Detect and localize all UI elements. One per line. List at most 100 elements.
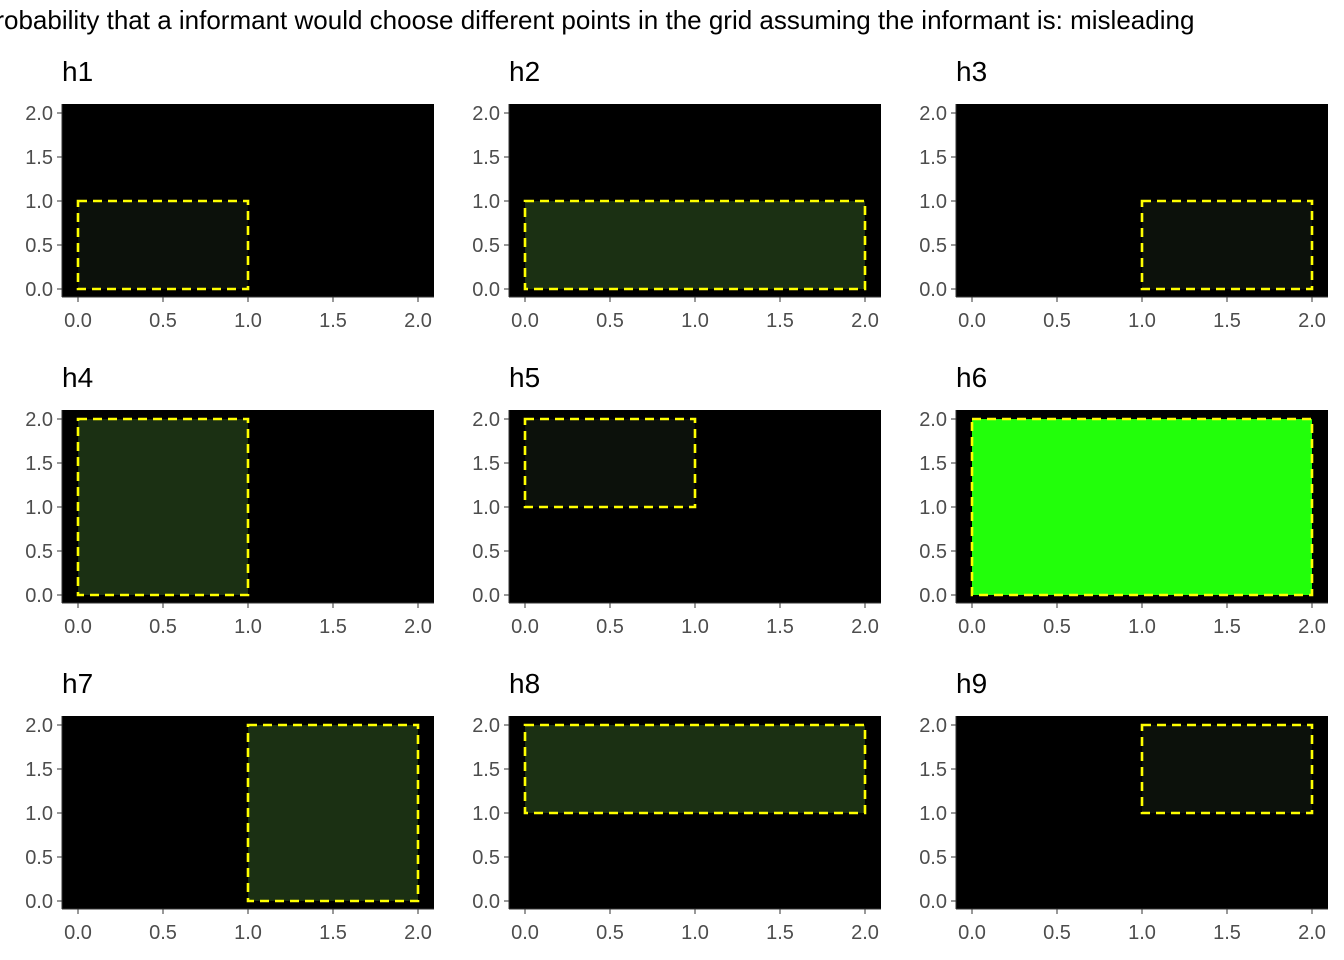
y-tick-label: 1.0 xyxy=(919,497,947,519)
hypothesis-outline xyxy=(1140,723,1314,815)
x-tick-label: 0.5 xyxy=(149,310,177,332)
probability-fill-rect xyxy=(525,419,695,507)
y-tick-label: 1.5 xyxy=(919,759,947,781)
y-tick-label: 2.0 xyxy=(919,715,947,737)
hypothesis-outline xyxy=(246,723,420,903)
y-tick-label: 1.5 xyxy=(472,759,500,781)
facet-panel-h7: h7 0.0 0.5 1.0 1.5 2.0 0.0 0.5 1.0 1.5 2.0 xyxy=(25,668,434,944)
y-tick-label: 2.0 xyxy=(25,103,53,125)
x-tick-label: 1.5 xyxy=(766,922,794,944)
y-tick-label: 0.0 xyxy=(472,279,500,301)
y-tick-label: 1.0 xyxy=(25,191,53,213)
probability-fill-rect xyxy=(972,419,1312,595)
y-tick-label: 1.0 xyxy=(919,803,947,825)
y-tick-label: 1.5 xyxy=(919,453,947,475)
probability-fill-rect xyxy=(525,725,865,813)
x-tick-label: 1.0 xyxy=(234,310,262,332)
facet-title: h8 xyxy=(509,668,540,699)
probability-fill-rect xyxy=(1142,725,1312,813)
x-tick-label: 1.5 xyxy=(766,310,794,332)
x-tick-label: 0.5 xyxy=(1043,616,1071,638)
x-tick-label: 1.5 xyxy=(1213,310,1241,332)
hypothesis-outline xyxy=(970,417,1314,597)
y-tick-label: 1.5 xyxy=(25,147,53,169)
probability-fill-rect xyxy=(78,419,248,595)
y-tick-label: 0.0 xyxy=(472,891,500,913)
facet-title: h4 xyxy=(62,362,93,393)
x-tick-label: 2.0 xyxy=(1298,922,1326,944)
y-tick-label: 1.0 xyxy=(25,497,53,519)
y-tick-label: 0.0 xyxy=(25,279,53,301)
facet-panel-h3: h3 0.0 0.5 1.0 1.5 2.0 0.0 0.5 1.0 1.5 2.0 xyxy=(919,56,1328,332)
x-tick-label: 0.0 xyxy=(958,616,986,638)
x-tick-label: 2.0 xyxy=(851,616,879,638)
x-tick-label: 1.5 xyxy=(766,616,794,638)
facet-title: h7 xyxy=(62,668,93,699)
figure-title: Probability that a informant would choos… xyxy=(0,0,1344,40)
facet-panel-h5: h5 0.0 0.5 1.0 1.5 2.0 0.0 0.5 1.0 1.5 2.0 xyxy=(472,362,881,638)
y-tick-label: 0.5 xyxy=(472,847,500,869)
hypothesis-outline xyxy=(523,417,697,509)
hypothesis-outline xyxy=(523,723,867,815)
facet-title: h2 xyxy=(509,56,540,87)
x-tick-label: 0.0 xyxy=(64,616,92,638)
y-tick-label: 0.5 xyxy=(472,235,500,257)
y-tick-label: 1.5 xyxy=(25,759,53,781)
y-tick-label: 0.0 xyxy=(919,891,947,913)
y-tick-label: 0.0 xyxy=(919,279,947,301)
y-tick-label: 1.5 xyxy=(472,147,500,169)
y-tick-label: 2.0 xyxy=(919,409,947,431)
x-tick-label: 1.5 xyxy=(319,616,347,638)
y-tick-label: 1.0 xyxy=(25,803,53,825)
x-tick-label: 0.0 xyxy=(511,616,539,638)
x-tick-label: 1.5 xyxy=(319,922,347,944)
y-tick-label: 1.5 xyxy=(919,147,947,169)
x-tick-label: 2.0 xyxy=(404,310,432,332)
facet-title: h1 xyxy=(62,56,93,87)
figure-title-text: Probability that a informant would choos… xyxy=(0,5,1195,35)
y-tick-label: 1.0 xyxy=(472,191,500,213)
y-tick-label: 2.0 xyxy=(25,409,53,431)
y-tick-label: 2.0 xyxy=(472,409,500,431)
x-tick-label: 1.0 xyxy=(1128,310,1156,332)
x-tick-label: 1.5 xyxy=(1213,616,1241,638)
x-tick-label: 1.0 xyxy=(681,922,709,944)
hypothesis-outline xyxy=(1140,199,1314,291)
facet-title: h5 xyxy=(509,362,540,393)
hypothesis-outline xyxy=(76,417,250,597)
x-tick-label: 1.0 xyxy=(1128,922,1156,944)
x-tick-label: 0.5 xyxy=(149,922,177,944)
x-tick-label: 0.0 xyxy=(958,922,986,944)
x-tick-label: 0.0 xyxy=(511,922,539,944)
y-tick-label: 0.5 xyxy=(919,847,947,869)
x-tick-label: 2.0 xyxy=(404,922,432,944)
x-tick-label: 0.0 xyxy=(64,922,92,944)
probability-fill-rect xyxy=(1142,201,1312,289)
x-tick-label: 1.0 xyxy=(681,616,709,638)
facet-panel-h8: h8 0.0 0.5 1.0 1.5 2.0 0.0 0.5 1.0 1.5 2.0 xyxy=(472,668,881,944)
y-tick-label: 0.5 xyxy=(919,235,947,257)
facet-panel-h4: h4 0.0 0.5 1.0 1.5 2.0 0.0 0.5 1.0 1.5 2.0 xyxy=(25,362,434,638)
x-tick-label: 0.0 xyxy=(64,310,92,332)
x-tick-label: 1.5 xyxy=(1213,922,1241,944)
x-tick-label: 2.0 xyxy=(851,922,879,944)
probability-fill-rect xyxy=(525,201,865,289)
facet-panel-h6: h6 0.0 0.5 1.0 1.5 2.0 0.0 0.5 1.0 1.5 2.0 xyxy=(919,362,1328,638)
y-tick-label: 0.5 xyxy=(919,541,947,563)
y-tick-label: 1.5 xyxy=(25,453,53,475)
y-tick-label: 2.0 xyxy=(25,715,53,737)
x-tick-label: 2.0 xyxy=(404,616,432,638)
probability-fill-rect xyxy=(248,725,418,901)
hypothesis-outline xyxy=(76,199,250,291)
y-tick-label: 2.0 xyxy=(472,715,500,737)
y-tick-label: 0.0 xyxy=(919,585,947,607)
x-tick-label: 1.0 xyxy=(681,310,709,332)
x-tick-label: 0.5 xyxy=(1043,922,1071,944)
x-tick-label: 0.5 xyxy=(149,616,177,638)
facet-panel-h9: h9 0.0 0.5 1.0 1.5 2.0 0.0 0.5 1.0 1.5 2.0 xyxy=(919,668,1328,944)
facet-title: h6 xyxy=(956,362,987,393)
x-tick-label: 2.0 xyxy=(1298,310,1326,332)
y-tick-label: 0.0 xyxy=(472,585,500,607)
y-tick-label: 1.5 xyxy=(472,453,500,475)
